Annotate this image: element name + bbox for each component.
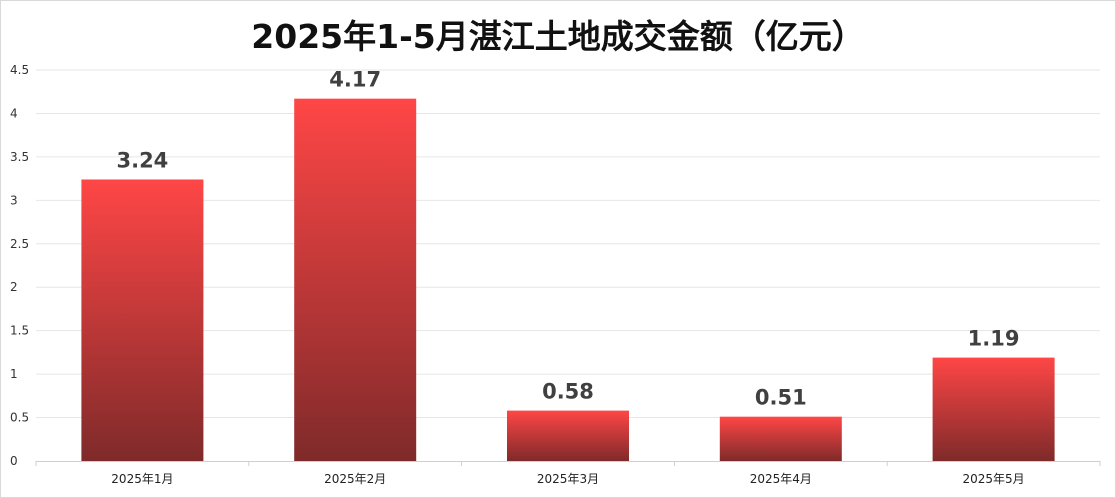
bars bbox=[81, 98, 1055, 462]
x-tick-label: 2025年3月 bbox=[537, 472, 599, 486]
y-tick-label: 1 bbox=[10, 367, 18, 381]
data-label: 4.17 bbox=[329, 68, 381, 92]
x-tick-label: 2025年2月 bbox=[324, 472, 386, 486]
data-label: 0.58 bbox=[542, 380, 594, 404]
data-labels: 3.24 4.17 0.58 0.51 1.19 bbox=[116, 68, 1019, 410]
data-label: 3.24 bbox=[116, 148, 168, 172]
gridlines bbox=[36, 69, 1100, 419]
y-tick-label: 1.5 bbox=[10, 324, 29, 338]
y-tick-label: 2 bbox=[10, 280, 18, 294]
y-tick-label: 0 bbox=[10, 454, 18, 468]
chart-title: 2025年1-5月湛江土地成交金额（亿元） bbox=[251, 17, 865, 56]
x-tick-label: 2025年1月 bbox=[111, 472, 173, 486]
bar bbox=[507, 410, 629, 461]
bar bbox=[294, 98, 417, 461]
x-tick-label: 2025年5月 bbox=[963, 472, 1025, 486]
y-tick-label: 4 bbox=[10, 106, 18, 120]
y-tick-label: 2.5 bbox=[10, 237, 29, 251]
data-label: 1.19 bbox=[968, 327, 1020, 351]
y-tick-label: 4.5 bbox=[10, 63, 29, 77]
y-tick-label: 3.5 bbox=[10, 150, 29, 164]
bar bbox=[932, 357, 1055, 461]
bar bbox=[81, 179, 204, 462]
x-axis: 2025年1月 2025年2月 2025年3月 2025年4月 2025年5月 bbox=[35, 461, 1101, 486]
y-tick-label: 3 bbox=[10, 193, 18, 207]
y-axis: 0 0.5 1 1.5 2 2.5 3 3.5 4 4.5 bbox=[10, 63, 29, 468]
data-label: 0.51 bbox=[755, 386, 807, 410]
y-tick-label: 0.5 bbox=[10, 411, 29, 425]
x-tick-label: 2025年4月 bbox=[750, 472, 812, 486]
bar bbox=[719, 416, 842, 461]
